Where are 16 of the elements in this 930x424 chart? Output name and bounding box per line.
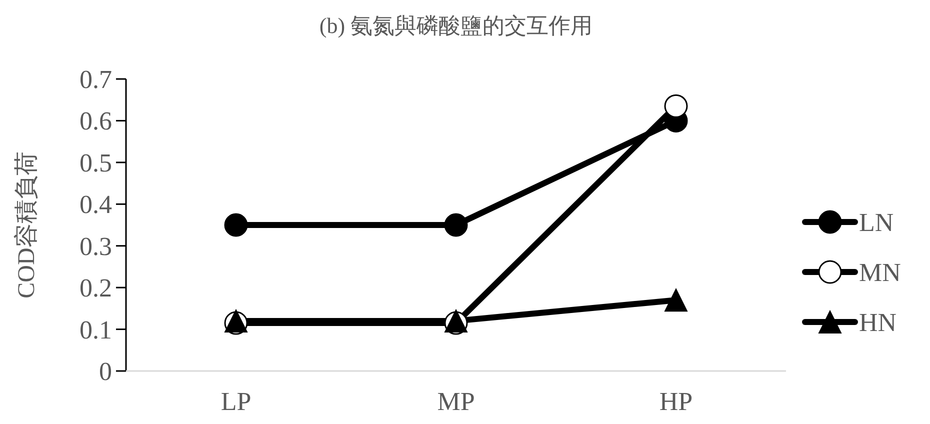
y-tick-label: 0.6 bbox=[80, 106, 112, 136]
y-tick-label: 0.4 bbox=[80, 190, 112, 220]
y-tick-label: 0.7 bbox=[80, 65, 112, 94]
x-tick-label: LP bbox=[220, 387, 252, 416]
y-tick-label: 0.3 bbox=[80, 232, 112, 261]
y-tick-label: 0.1 bbox=[80, 315, 112, 344]
y-tick-label: 0.5 bbox=[80, 148, 112, 178]
legend-label: LN bbox=[859, 208, 894, 237]
chart-title: (b) 氨氮與磷酸鹽的交互作用 bbox=[319, 13, 593, 38]
x-tick-label: MP bbox=[437, 387, 475, 416]
legend-label: HN bbox=[859, 308, 897, 337]
y-tick-label: 0 bbox=[99, 357, 112, 386]
y-tick-label: 0.2 bbox=[80, 274, 112, 303]
x-tick-label: HP bbox=[659, 387, 693, 416]
legend-label: MN bbox=[859, 258, 902, 287]
y-axis-title: COD容積負荷 bbox=[13, 152, 40, 298]
